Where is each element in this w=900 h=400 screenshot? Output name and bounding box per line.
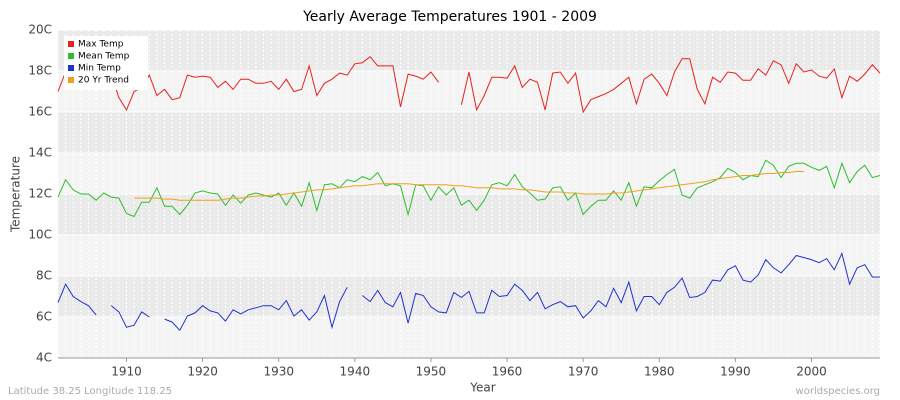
x-tick-label: 1930: [263, 365, 294, 379]
footer-right: worldspecies.org: [796, 386, 880, 397]
x-tick-label: 1980: [644, 365, 675, 379]
y-tick-label: 14C: [28, 146, 52, 160]
legend: Max Temp Mean Temp Min Temp 20 Yr Trend: [64, 36, 148, 90]
x-axis-label: Year: [469, 381, 495, 395]
legend-label: Max Temp: [78, 40, 124, 50]
x-tick-label: 2000: [796, 365, 827, 379]
x-tick-label: 1950: [416, 365, 447, 379]
legend-swatch: [68, 77, 74, 83]
x-tick-label: 1960: [492, 365, 523, 379]
chart-title: Yearly Average Temperatures 1901 - 2009: [302, 9, 597, 25]
legend-box: [64, 36, 148, 90]
y-tick-label: 8C: [36, 269, 52, 283]
legend-label: 20 Yr Trend: [78, 76, 129, 86]
x-tick-label: 1990: [720, 365, 751, 379]
y-tick-label: 12C: [28, 187, 52, 201]
series-line: [134, 171, 804, 201]
y-tick-label: 4C: [36, 351, 52, 365]
series-line: [57, 56, 881, 114]
y-tick-label: 18C: [28, 64, 52, 78]
legend-swatch: [68, 41, 74, 47]
y-tick-label: 16C: [28, 105, 52, 119]
footer-left: Latitude 38.25 Longitude 118.25: [8, 386, 172, 397]
y-tick-label: 20C: [28, 23, 52, 37]
series-line: [57, 251, 880, 332]
series-line: [57, 159, 881, 218]
y-tick-label: 10C: [28, 228, 52, 242]
legend-swatch: [68, 65, 74, 71]
legend-label: Mean Temp: [78, 52, 130, 62]
x-tick-label: 1920: [187, 365, 218, 379]
x-tick-label: 1970: [568, 365, 599, 379]
legend-swatch: [68, 53, 74, 59]
legend-label: Min Temp: [78, 64, 121, 74]
y-axis-label: Temperature: [9, 156, 23, 233]
x-tick-label: 1910: [111, 365, 142, 379]
y-tick-label: 6C: [36, 310, 52, 324]
x-tick-label: 1940: [340, 365, 371, 379]
